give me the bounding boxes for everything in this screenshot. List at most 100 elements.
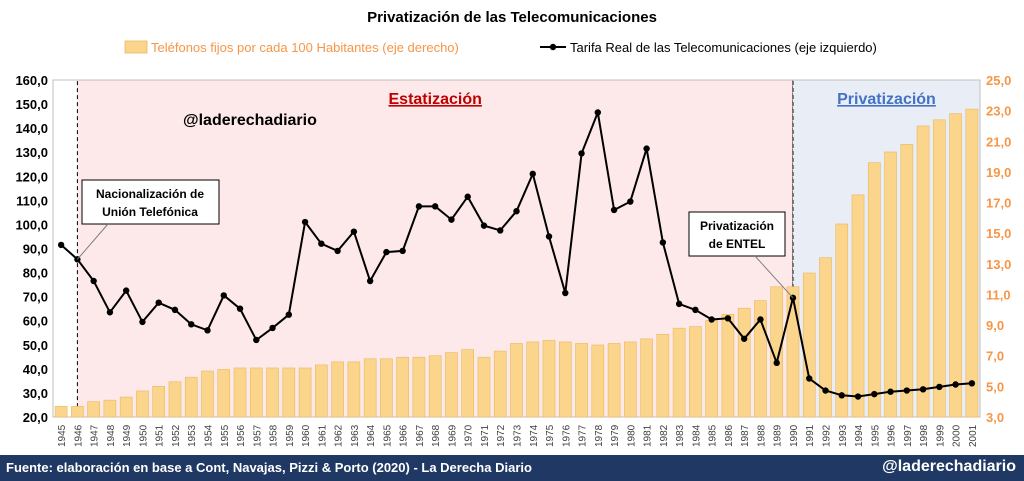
bar-1989 [770, 286, 784, 418]
x-tick-label-1985: 1985 [708, 424, 719, 447]
bar-1995 [867, 162, 881, 418]
right-tick-label: 17,0 [986, 196, 1011, 211]
tarifa-point-1985 [708, 316, 715, 323]
x-tick-label-1968: 1968 [431, 424, 442, 447]
x-tick-label-1954: 1954 [204, 424, 215, 447]
bar-1966 [396, 356, 409, 418]
bar-1956 [233, 367, 247, 418]
tarifa-point-1950 [139, 318, 146, 326]
bar-1981 [640, 338, 653, 418]
left-tick-label: 70,0 [23, 290, 48, 305]
chart-title: Privatización de las Telecomunicaciones [367, 9, 657, 26]
chart-svg: Estatización Privatización 20,0 30,0 40,0 50,… [15, 9, 1011, 447]
bar-2001 [965, 108, 979, 418]
x-tick-label-1945: 1945 [57, 424, 68, 447]
footer-handle: @laderechadiario [882, 458, 1016, 475]
x-tick-label-1948: 1948 [106, 424, 117, 447]
tarifa-point-1968 [431, 203, 439, 210]
tarifa-point-1991 [806, 375, 813, 382]
tarifa-point-1981 [643, 145, 650, 152]
x-tick-label-1992: 1992 [822, 424, 833, 447]
bar-1961 [315, 364, 328, 418]
tarifa-point-1952 [171, 306, 179, 314]
x-tick-label-1950: 1950 [138, 424, 149, 447]
left-tick-label: 90,0 [23, 242, 48, 257]
bar-1983 [672, 327, 686, 418]
bar-1954 [201, 370, 214, 418]
tarifa-point-1998 [919, 386, 927, 393]
tarifa-point-1965 [383, 248, 390, 256]
tarifa-point-1956 [236, 305, 244, 312]
tarifa-point-1978 [594, 109, 602, 116]
tarifa-point-1986 [724, 315, 732, 322]
x-tick-label-1966: 1966 [399, 424, 410, 447]
tarifa-point-1958 [269, 324, 276, 332]
bar-1991 [802, 272, 816, 418]
right-tick-label: 15,0 [986, 226, 1011, 241]
tarifa-point-1947 [90, 277, 97, 285]
tarifa-point-1988 [757, 316, 764, 323]
bar-1979 [607, 343, 621, 418]
x-tick-label-1956: 1956 [236, 424, 247, 447]
tarifa-point-1996 [887, 388, 894, 395]
bar-1968 [428, 355, 442, 418]
x-tick-label-1989: 1989 [773, 424, 784, 447]
x-tick-label-1980: 1980 [626, 424, 637, 447]
x-tick-label-1988: 1988 [756, 424, 767, 447]
right-tick-label: 5,0 [986, 379, 1004, 394]
footer-bar: Fuente: elaboración en base a Cont, Nava… [0, 455, 1024, 481]
right-tick-label: 21,0 [986, 134, 1011, 149]
right-tick-label: 25,0 [986, 73, 1011, 88]
annotation-leader-entel [754, 255, 794, 299]
bar-1949 [119, 396, 133, 418]
bar-1993 [835, 223, 849, 418]
x-tick-label-1960: 1960 [301, 424, 312, 447]
x-tick-label-1979: 1979 [610, 424, 621, 447]
x-tick-label-1990: 1990 [789, 424, 800, 447]
x-tick-label-1964: 1964 [366, 424, 377, 447]
bar-1971 [477, 356, 491, 418]
tarifa-point-1957 [253, 336, 260, 344]
tarifa-point-1969 [448, 216, 455, 223]
right-tick-label: 23,0 [986, 104, 1011, 119]
tarifa-point-1971 [480, 222, 488, 229]
tarifa-point-1955 [220, 292, 227, 299]
bar-1962 [331, 361, 344, 418]
tarifa-point-1970 [464, 193, 471, 200]
left-tick-label: 40,0 [23, 362, 48, 377]
bar-1965 [380, 358, 393, 418]
bar-2000 [949, 113, 962, 418]
annotation-text-line2: Unión Telefónica [102, 205, 198, 219]
x-tick-label-1998: 1998 [919, 424, 930, 447]
left-tick-label: 20,0 [23, 410, 48, 425]
x-tick-label-2000: 2000 [952, 424, 963, 447]
right-tick-label: 13,0 [986, 257, 1011, 272]
x-tick-label-1987: 1987 [740, 424, 751, 447]
tarifa-point-1977 [578, 150, 585, 157]
legend-line-label: Tarifa Real de las Telecomunicaciones (e… [570, 40, 877, 55]
tarifa-point-1976 [562, 289, 569, 297]
tarifa-point-2001 [968, 380, 976, 387]
left-tick-label: 160,0 [15, 73, 48, 88]
tarifa-point-1954 [204, 327, 211, 334]
x-tick-label-1995: 1995 [870, 424, 881, 447]
left-tick-label: 120,0 [15, 169, 48, 184]
right-tick-label: 11,0 [986, 287, 1011, 302]
bar-1977 [575, 343, 588, 418]
x-tick-label-1969: 1969 [447, 424, 458, 447]
tarifa-point-1987 [740, 335, 748, 342]
bar-1960 [298, 367, 312, 418]
annotation-text-line1: Nacionalización de [96, 187, 204, 201]
x-tick-label-1951: 1951 [155, 424, 166, 447]
left-tick-label: 100,0 [15, 217, 48, 232]
bar-1974 [526, 341, 540, 418]
tarifa-point-1984 [692, 306, 699, 314]
right-tick-label: 19,0 [986, 165, 1011, 180]
tarifa-point-1989 [773, 359, 780, 367]
x-tick-label-1975: 1975 [545, 424, 556, 447]
x-tick-label-1984: 1984 [691, 424, 702, 447]
x-tick-label-1983: 1983 [675, 424, 686, 447]
watermark-text: @laderechadiario [183, 112, 317, 129]
x-tick-label-1967: 1967 [415, 424, 426, 447]
